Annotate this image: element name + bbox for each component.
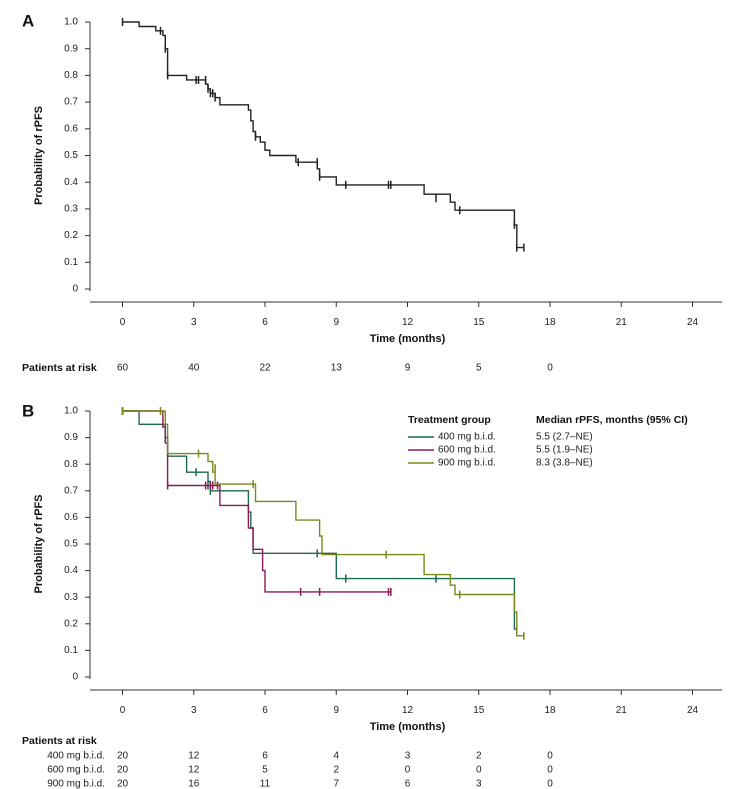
y-tick-label: 0.8 [64,70,78,81]
x-axis-title: Time (months) [370,721,446,733]
x-tick-label: 21 [616,317,628,328]
x-tick-label: 18 [544,705,556,716]
x-tick-label: 0 [120,705,126,716]
risk-count: 20 [117,751,129,762]
legend: Treatment group Median rPFS, months (95% … [408,414,688,469]
x-tick-label: 12 [402,705,414,716]
risk-count: 40 [188,363,200,374]
x-tick-label: 6 [262,317,268,328]
x-tick-label: 0 [120,317,126,328]
km-curve-2 [122,410,391,593]
km-curve-1 [122,21,524,249]
y-tick-label: 0.7 [64,485,78,496]
y-tick-label: 0.4 [64,565,78,576]
x-tick-label: 21 [616,705,628,716]
risk-count: 20 [117,779,129,789]
y-tick-label: 0.6 [64,123,78,134]
y-tick-label: 0.3 [64,204,78,215]
risk-count: 2 [333,765,339,776]
y-tick-label: 0.5 [64,539,78,550]
risk-count: 12 [188,765,200,776]
y-tick-label: 0.7 [64,97,78,108]
y-axis-title: Probability of rPFS [33,106,45,205]
y-tick-label: 0 [72,672,78,683]
y-tick-label: 0.8 [64,459,78,470]
risk-row-label: 400 mg b.i.d. [47,751,105,762]
risk-count: 6 [405,779,411,789]
legend-series-name: 400 mg b.i.d. [438,432,496,443]
x-tick-label: 18 [544,317,556,328]
risk-count: 5 [476,363,482,374]
legend-series-median: 5.5 (2.7–NE) [536,432,593,443]
y-tick-label: 0.1 [64,257,78,268]
x-tick-label: 15 [473,317,485,328]
x-tick-label: 15 [473,705,485,716]
risk-count: 3 [476,779,482,789]
risk-count: 13 [331,363,343,374]
risk-count: 7 [333,779,339,789]
risk-count: 6 [262,751,268,762]
y-tick-label: 1.0 [64,406,78,417]
y-tick-label: 0.3 [64,592,78,603]
risk-count: 9 [405,363,411,374]
legend-series-name: 900 mg b.i.d. [438,458,496,469]
risk-count: 22 [259,363,271,374]
x-tick-label: 9 [333,317,339,328]
risk-count: 0 [547,765,553,776]
legend-series-median: 8.3 (3.8–NE) [536,458,593,469]
x-tick-label: 3 [191,705,197,716]
risk-count: 4 [333,751,339,762]
legend-series-median: 5.5 (1.9–NE) [536,445,593,456]
x-tick-label: 24 [687,705,699,716]
risk-row-label: 900 mg b.i.d. [47,779,105,789]
panel-label: B [22,401,34,420]
risk-count: 3 [405,751,411,762]
risk-count: 0 [476,765,482,776]
x-tick-label: 3 [191,317,197,328]
legend-head-group: Treatment group [408,414,491,426]
y-tick-label: 0.5 [64,150,78,161]
y-tick-label: 0.1 [64,645,78,656]
risk-count: 60 [117,363,129,374]
risk-count: 12 [188,751,200,762]
panel-b: B 0 0.1 0.2 0.3 0.4 0.5 0.6 0.7 0.8 0.9 1.0 Probabil… [22,401,722,789]
risk-count: 0 [547,363,553,374]
km-curve-3 [122,410,524,637]
x-tick-label: 9 [333,705,339,716]
x-tick-label: 24 [687,317,699,328]
y-axis-title: Probability of rPFS [33,494,45,593]
y-tick-label: 0.4 [64,177,78,188]
legend-series-name: 600 mg b.i.d. [438,445,496,456]
y-tick-label: 0.9 [64,43,78,54]
x-tick-label: 6 [262,705,268,716]
risk-count: 5 [262,765,268,776]
y-tick-label: 0.2 [64,230,78,241]
risk-count: 20 [117,765,129,776]
x-tick-label: 12 [402,317,414,328]
risk-table-title: Patients at risk [22,362,97,374]
panel-label: A [22,11,34,30]
y-tick-label: 0 [72,284,78,295]
panel-a: A 0 0.1 0.2 0.3 0.4 0.5 0.6 0.7 0.8 0.9 1.0 Probabil… [22,11,722,374]
risk-row-label: 600 mg b.i.d. [47,765,105,776]
y-tick-label: 0.9 [64,432,78,443]
y-tick-label: 0.2 [64,618,78,629]
risk-count: 0 [547,751,553,762]
risk-count: 0 [405,765,411,776]
risk-count: 0 [547,779,553,789]
legend-head-median: Median rPFS, months (95% CI) [536,414,688,426]
risk-count: 11 [260,779,271,789]
y-tick-label: 0.6 [64,512,78,523]
risk-count: 2 [476,751,482,762]
x-axis-title: Time (months) [370,333,446,345]
risk-count: 16 [188,779,200,789]
risk-table-title: Patients at risk [22,735,97,747]
y-tick-label: 1.0 [64,17,78,28]
